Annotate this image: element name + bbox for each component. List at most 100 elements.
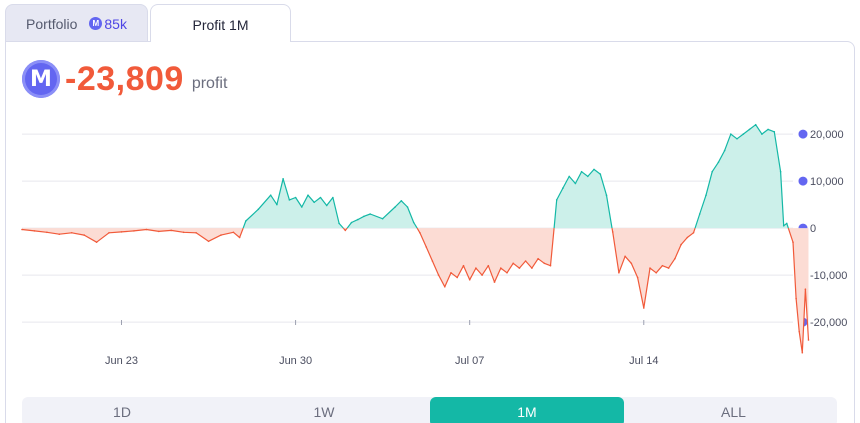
data-point[interactable] xyxy=(574,182,577,185)
data-point[interactable] xyxy=(493,281,496,283)
data-point[interactable] xyxy=(705,194,707,196)
data-point[interactable] xyxy=(500,267,502,269)
data-point[interactable] xyxy=(58,233,61,235)
data-point[interactable] xyxy=(543,262,546,265)
tab-portfolio[interactable]: Portfolio M 85k xyxy=(5,4,148,42)
data-point[interactable] xyxy=(742,133,745,135)
data-point[interactable] xyxy=(145,228,148,231)
data-point[interactable] xyxy=(108,232,110,234)
data-point[interactable] xyxy=(294,196,297,199)
data-point[interactable] xyxy=(512,262,514,265)
data-point[interactable] xyxy=(736,138,738,140)
data-point[interactable] xyxy=(779,170,782,173)
data-point[interactable] xyxy=(245,220,247,222)
data-point[interactable] xyxy=(624,255,626,258)
data-point[interactable] xyxy=(444,286,446,288)
data-point[interactable] xyxy=(599,173,602,175)
data-point[interactable] xyxy=(767,128,769,131)
data-point[interactable] xyxy=(782,225,785,227)
data-point[interactable] xyxy=(801,351,804,354)
data-point[interactable] xyxy=(406,206,409,208)
data-point[interactable] xyxy=(95,241,98,243)
data-point[interactable] xyxy=(798,330,800,333)
data-point[interactable] xyxy=(674,257,676,260)
data-point[interactable] xyxy=(761,133,763,135)
data-point[interactable] xyxy=(419,232,421,234)
data-point[interactable] xyxy=(468,279,471,281)
data-point[interactable] xyxy=(661,264,664,267)
data-point[interactable] xyxy=(350,221,353,224)
data-point[interactable] xyxy=(643,307,645,309)
data-point[interactable] xyxy=(730,133,732,135)
data-point[interactable] xyxy=(319,196,322,199)
data-point[interactable] xyxy=(630,262,633,265)
data-point[interactable] xyxy=(437,274,440,276)
data-point[interactable] xyxy=(182,231,185,234)
data-point[interactable] xyxy=(238,236,241,239)
data-point[interactable] xyxy=(786,222,788,225)
data-point[interactable] xyxy=(232,231,235,234)
data-point[interactable] xyxy=(587,175,589,178)
data-point[interactable] xyxy=(711,170,713,173)
tab-profit-1m[interactable]: Profit 1M xyxy=(150,4,291,44)
data-point[interactable] xyxy=(431,260,434,262)
data-point[interactable] xyxy=(792,241,794,243)
data-point[interactable] xyxy=(618,272,620,274)
data-point[interactable] xyxy=(649,267,651,269)
data-point[interactable] xyxy=(698,213,701,215)
data-point[interactable] xyxy=(605,194,608,196)
data-point[interactable] xyxy=(475,267,477,269)
data-point[interactable] xyxy=(344,229,347,232)
data-point[interactable] xyxy=(332,196,334,199)
data-point[interactable] xyxy=(33,230,36,232)
data-point[interactable] xyxy=(158,230,160,233)
range-all-button[interactable]: ALL xyxy=(721,404,746,420)
data-point[interactable] xyxy=(636,276,639,279)
data-point[interactable] xyxy=(381,217,384,220)
data-point[interactable] xyxy=(83,234,85,236)
data-point[interactable] xyxy=(195,232,197,234)
data-point[interactable] xyxy=(301,206,303,208)
data-point[interactable] xyxy=(773,131,776,133)
data-point[interactable] xyxy=(307,194,309,196)
data-point[interactable] xyxy=(313,201,316,204)
data-point[interactable] xyxy=(456,276,459,279)
data-point[interactable] xyxy=(120,231,123,233)
data-point[interactable] xyxy=(481,274,483,276)
data-point[interactable] xyxy=(257,208,260,211)
data-point[interactable] xyxy=(804,288,807,290)
data-point[interactable] xyxy=(667,267,670,269)
data-point[interactable] xyxy=(338,222,340,225)
data-point[interactable] xyxy=(70,232,73,234)
data-point[interactable] xyxy=(357,218,359,221)
data-point[interactable] xyxy=(611,231,614,233)
data-point[interactable] xyxy=(748,128,751,131)
data-point[interactable] xyxy=(723,149,726,152)
data-point[interactable] xyxy=(46,231,48,234)
data-point[interactable] xyxy=(487,264,490,267)
data-point[interactable] xyxy=(325,204,328,207)
data-point[interactable] xyxy=(269,194,272,196)
data-point[interactable] xyxy=(593,168,595,171)
range-1d-button[interactable]: 1D xyxy=(113,404,131,420)
data-point[interactable] xyxy=(518,267,521,269)
data-point[interactable] xyxy=(412,221,415,224)
data-point[interactable] xyxy=(133,230,135,232)
data-point[interactable] xyxy=(363,215,365,218)
data-point[interactable] xyxy=(580,170,583,173)
data-point[interactable] xyxy=(807,339,810,341)
range-1w-button[interactable]: 1W xyxy=(313,404,335,420)
data-point[interactable] xyxy=(276,203,278,206)
range-1m-button[interactable]: 1M xyxy=(430,397,624,423)
data-point[interactable] xyxy=(170,229,172,232)
data-point[interactable] xyxy=(506,272,508,274)
data-point[interactable] xyxy=(680,243,682,246)
data-point[interactable] xyxy=(282,178,284,180)
data-point[interactable] xyxy=(288,199,291,201)
data-point[interactable] xyxy=(795,297,797,300)
data-point[interactable] xyxy=(400,200,403,202)
data-point[interactable] xyxy=(537,257,539,260)
data-point[interactable] xyxy=(549,264,552,267)
data-point[interactable] xyxy=(524,260,527,262)
data-point[interactable] xyxy=(369,213,372,215)
